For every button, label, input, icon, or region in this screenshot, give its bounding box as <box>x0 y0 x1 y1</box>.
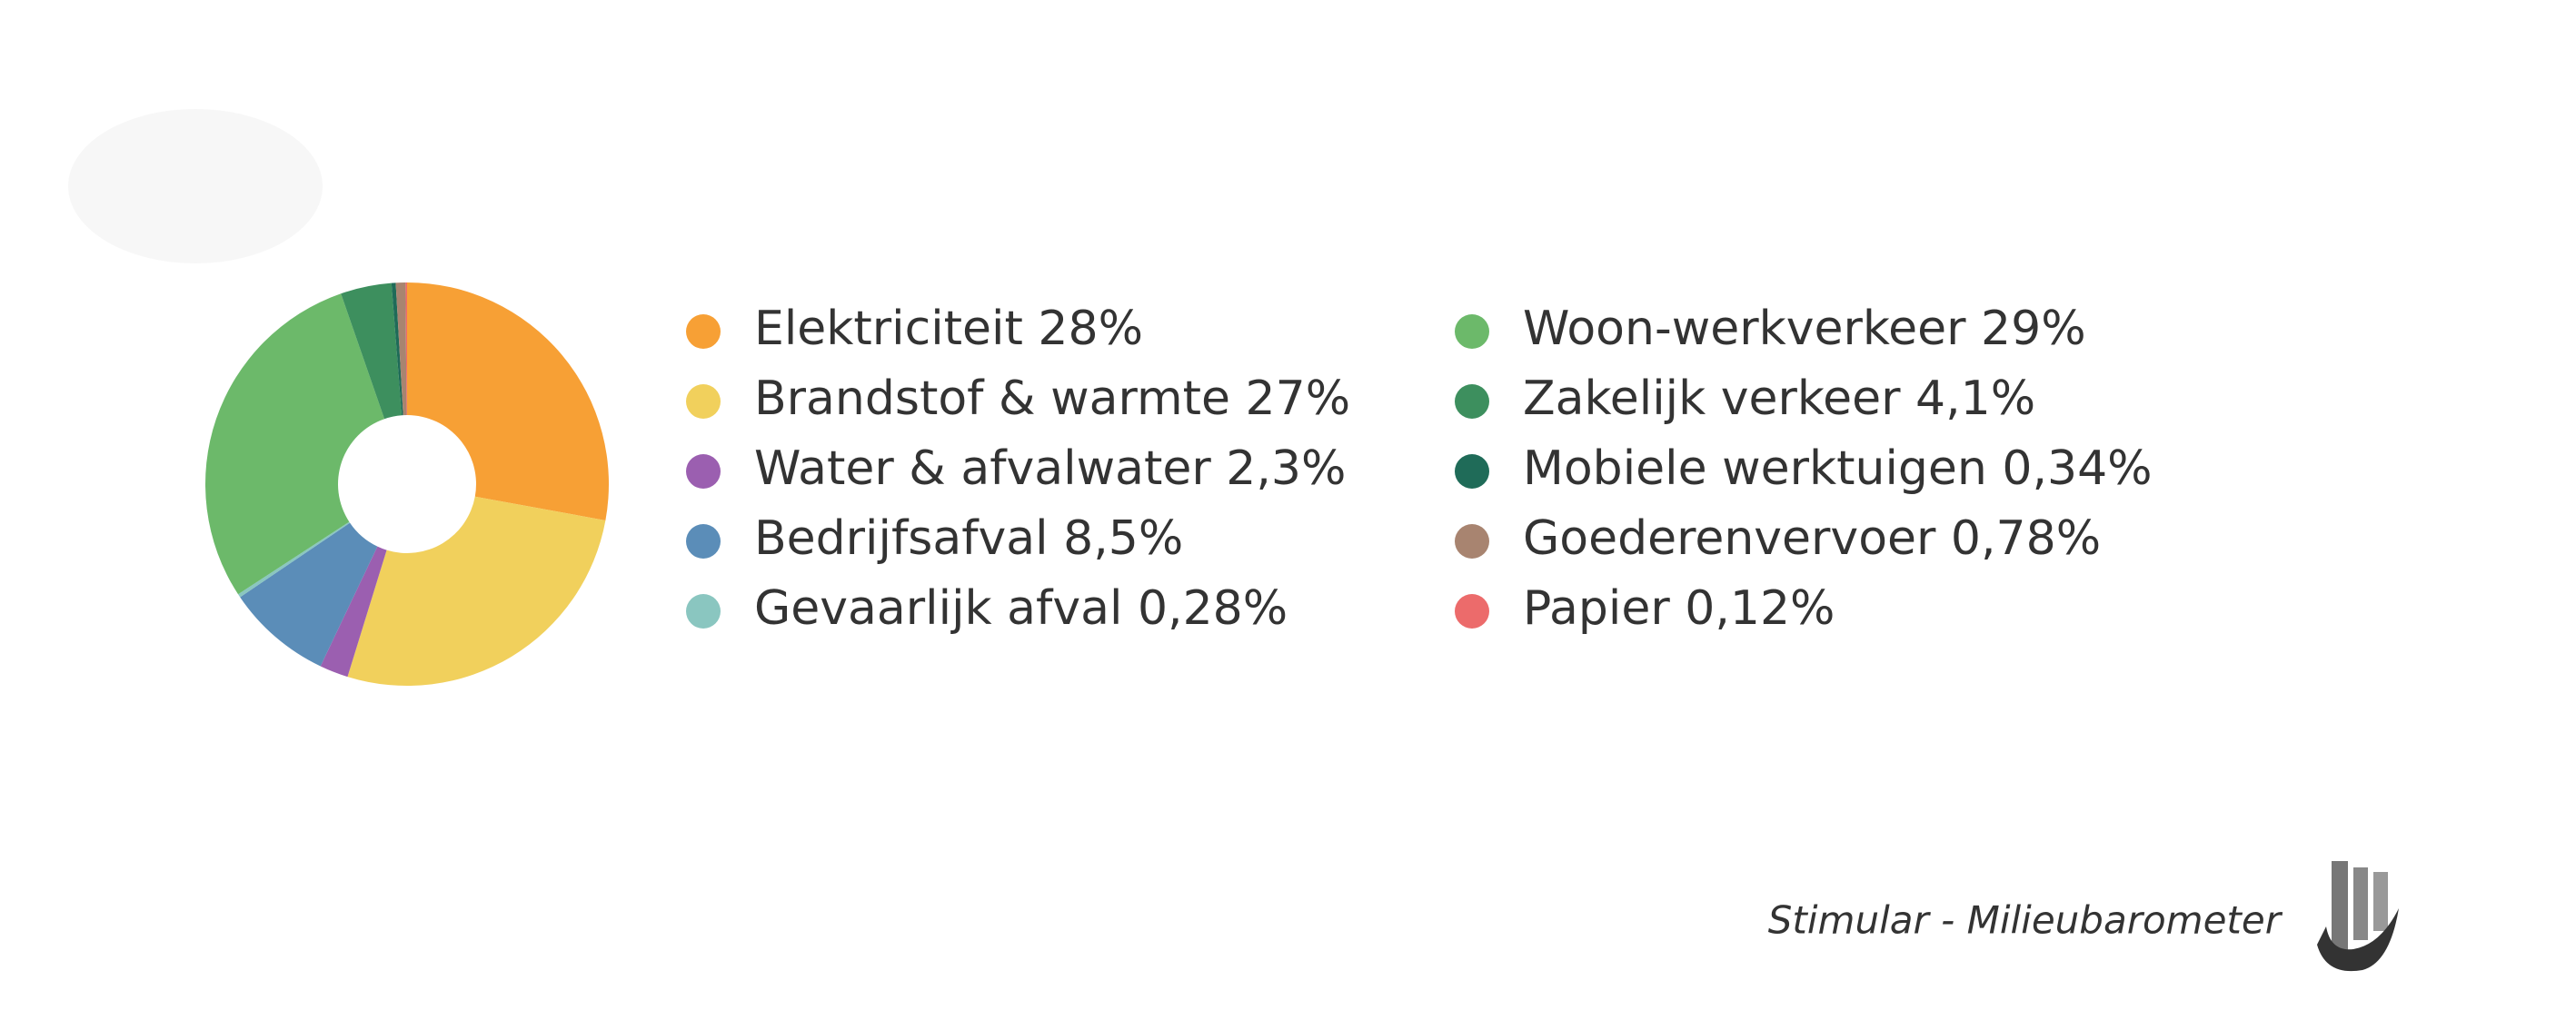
legend-marker <box>686 384 721 419</box>
legend-value: 8,5% <box>1063 511 1183 566</box>
legend-value: 27% <box>1246 371 1351 426</box>
legend-value: 4,1% <box>1915 371 2035 426</box>
legend-text: Zakelijk verkeer 4,1% <box>1523 371 2035 426</box>
legend-marker <box>1455 594 1489 629</box>
legend-label: Mobiele werktuigen <box>1523 441 1987 496</box>
donut-slice <box>341 282 403 420</box>
donut-slice <box>407 282 610 520</box>
legend-label: Elektriciteit <box>754 302 1023 356</box>
legend-label: Zakelijk verkeer <box>1523 371 1901 426</box>
legend-label: Woon-werkverkeer <box>1523 302 1966 356</box>
footer-source: Stimular - Milieubarometer <box>1768 898 2283 943</box>
logo <box>2317 861 2399 972</box>
legend-text: Goederenvervoer 0,78% <box>1523 511 2101 566</box>
legend-value: 0,28% <box>1138 581 1288 636</box>
legend-label: Water & afvalwater <box>754 441 1211 496</box>
legend-value: 28% <box>1038 302 1143 356</box>
legend-label: Brandstof & warmte <box>754 371 1230 426</box>
legend-label: Bedrijfsafval <box>754 511 1049 566</box>
legend-text: Papier 0,12% <box>1523 581 1835 636</box>
legend-value: 0,78% <box>1951 511 2101 566</box>
donut-slice <box>405 282 407 416</box>
legend-text: Gevaarlijk afval 0,28% <box>754 581 1288 636</box>
legend-value: 2,3% <box>1226 441 1346 496</box>
donut-slice <box>240 522 378 667</box>
donut-slice <box>391 282 403 416</box>
donut-slice <box>320 546 387 678</box>
legend-value: 0,34% <box>2002 441 2152 496</box>
legend-value: 29% <box>1981 302 2086 356</box>
donut-slice <box>238 521 351 598</box>
legend-marker <box>1455 384 1489 419</box>
legend-marker <box>686 594 721 629</box>
legend-marker <box>686 524 721 559</box>
legend-marker <box>686 314 721 349</box>
donut-slice <box>347 496 606 686</box>
legend-text: Mobiele werktuigen 0,34% <box>1523 441 2153 496</box>
legend-text: Brandstof & warmte 27% <box>754 371 1350 426</box>
legend-marker <box>1455 524 1489 559</box>
legend-label: Goederenvervoer <box>1523 511 1936 566</box>
background-blob <box>68 109 323 263</box>
legend-marker <box>1455 314 1489 349</box>
legend-marker <box>686 454 721 489</box>
legend-text: Water & afvalwater 2,3% <box>754 441 1346 496</box>
legend-text: Bedrijfsafval 8,5% <box>754 511 1183 566</box>
donut-slice <box>205 293 385 595</box>
legend-text: Woon-werkverkeer 29% <box>1523 302 2086 356</box>
legend-marker <box>1455 454 1489 489</box>
legend-label: Gevaarlijk afval <box>754 581 1122 636</box>
legend-label: Papier <box>1523 581 1670 636</box>
legend-text: Elektriciteit 28% <box>754 302 1143 356</box>
donut-slice <box>395 282 407 416</box>
legend-value: 0,12% <box>1685 581 1835 636</box>
